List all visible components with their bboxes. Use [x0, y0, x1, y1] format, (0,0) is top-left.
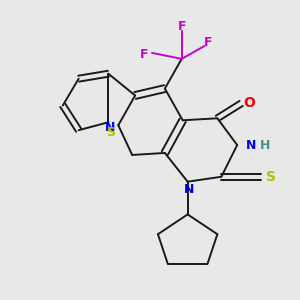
Text: N: N — [246, 139, 256, 152]
Text: F: F — [140, 48, 148, 62]
Text: S: S — [106, 126, 115, 139]
Text: S: S — [266, 170, 276, 184]
Text: F: F — [178, 20, 186, 33]
Text: O: O — [243, 96, 255, 110]
Text: N: N — [105, 121, 116, 134]
Text: F: F — [204, 35, 213, 49]
Text: N: N — [184, 183, 194, 196]
Text: H: H — [260, 139, 270, 152]
